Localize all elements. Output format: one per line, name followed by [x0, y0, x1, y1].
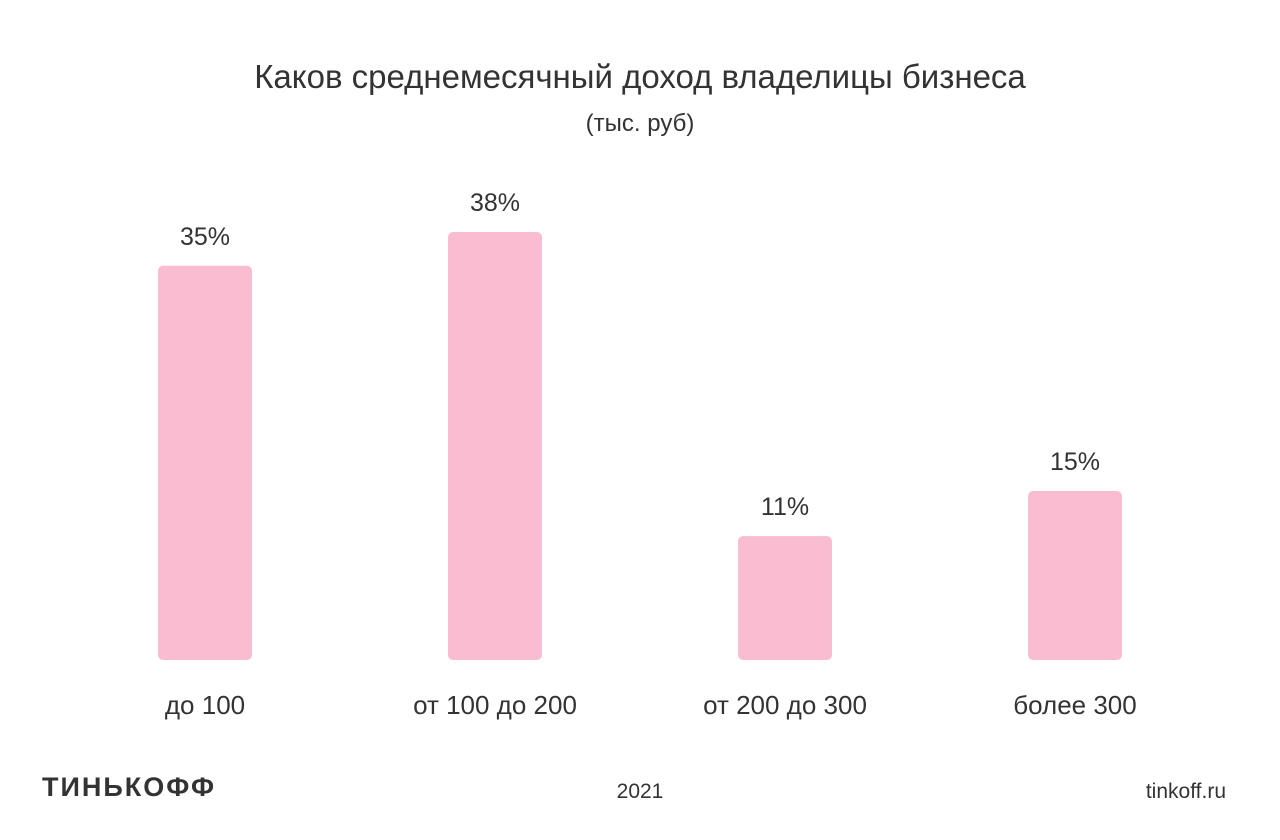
category-label-0: до 100: [165, 690, 245, 720]
data-label-3: 15%: [1050, 448, 1100, 476]
category-label-1: от 100 до 200: [413, 690, 577, 720]
footer-site-link[interactable]: tinkoff.ru: [1145, 780, 1226, 803]
data-label-2: 11%: [761, 493, 809, 521]
data-label-0: 35%: [180, 223, 230, 251]
footer-year: 2021: [616, 780, 664, 803]
bar-3: [1028, 491, 1122, 660]
category-label-3: более 300: [1013, 690, 1136, 720]
chart-title: Каков среднемесячный доход владелицы биз…: [254, 58, 1026, 95]
bar-0: [158, 265, 252, 660]
brand-logo: ТИНЬКОФФ: [42, 772, 217, 802]
category-label-2: от 200 до 300: [703, 690, 867, 720]
chart-subtitle: (тыс. руб): [585, 110, 695, 137]
bar-2: [738, 536, 832, 660]
bar-1: [448, 232, 542, 660]
data-label-1: 38%: [470, 189, 520, 217]
